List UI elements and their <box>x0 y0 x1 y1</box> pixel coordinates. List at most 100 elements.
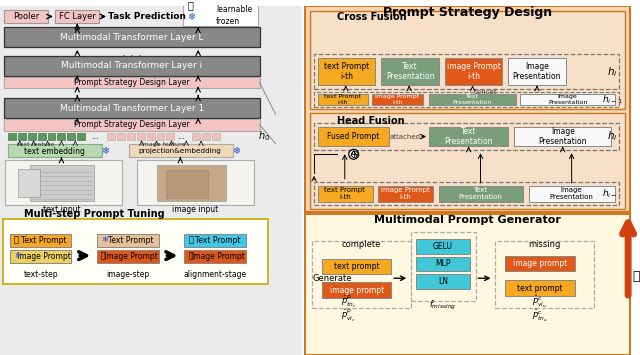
Bar <box>18 133 26 141</box>
Bar <box>0 6 302 355</box>
Text: $h_{i-\cdot}$: $h_{i-\cdot}$ <box>602 187 622 200</box>
Bar <box>416 257 470 271</box>
Bar <box>314 92 619 107</box>
Text: Multimodal Transformer Layer i: Multimodal Transformer Layer i <box>61 61 202 70</box>
Text: image Prompt
i-th: image Prompt i-th <box>447 62 500 81</box>
Text: $\hat{p}^c_{vi_u}$: $\hat{p}^c_{vi_u}$ <box>532 294 547 310</box>
Bar <box>58 133 65 141</box>
Text: FC Layer: FC Layer <box>59 12 96 21</box>
Bar <box>4 27 260 47</box>
Text: ...: ... <box>177 132 185 141</box>
Text: Prompt Strategy Design: Prompt Strategy Design <box>383 6 552 19</box>
Text: Image
Presentation: Image Presentation <box>538 127 587 146</box>
Text: MLP: MLP <box>435 260 451 268</box>
Bar <box>8 144 102 157</box>
Bar <box>38 133 45 141</box>
Text: projection&embedding: projection&embedding <box>139 148 221 154</box>
Text: attached: attached <box>390 133 420 140</box>
Bar <box>371 94 423 105</box>
Bar <box>4 98 260 118</box>
Bar <box>312 241 411 308</box>
Text: frozen: frozen <box>216 17 240 26</box>
Text: ❄: ❄ <box>188 12 195 22</box>
Text: Multimodal Prompt Generator: Multimodal Prompt Generator <box>374 215 561 225</box>
Bar <box>202 133 210 141</box>
Text: $\oplus$: $\oplus$ <box>349 149 359 160</box>
Bar <box>184 250 246 262</box>
Text: $h_i$: $h_i$ <box>607 65 618 78</box>
Text: ❄: ❄ <box>101 235 108 244</box>
Bar <box>3 219 269 284</box>
Text: LN: LN <box>438 277 448 286</box>
Text: Image Prompt: Image Prompt <box>17 252 70 261</box>
Bar <box>147 133 154 141</box>
Text: $\hat{p}^p_{tn_c}$: $\hat{p}^p_{tn_c}$ <box>341 294 356 310</box>
Bar <box>429 94 516 105</box>
Bar <box>157 133 164 141</box>
Text: 🔥: 🔥 <box>14 235 19 244</box>
Bar <box>8 133 16 141</box>
Bar <box>4 77 260 88</box>
Bar <box>47 133 56 141</box>
Bar <box>381 58 439 86</box>
Bar <box>117 133 125 141</box>
Text: Image
Presentation: Image Presentation <box>550 187 593 200</box>
Bar <box>28 133 36 141</box>
Text: Task Prediction: Task Prediction <box>108 12 186 21</box>
Bar <box>10 234 71 247</box>
Bar <box>314 54 619 89</box>
Text: Image
Presentation: Image Presentation <box>513 62 561 81</box>
Text: Multimodal Transformer Layer L: Multimodal Transformer Layer L <box>60 33 204 42</box>
Bar <box>416 239 470 254</box>
Text: 🔥: 🔥 <box>188 235 193 244</box>
Text: text-step: text-step <box>23 270 58 279</box>
Bar <box>4 119 260 131</box>
Bar <box>318 58 376 86</box>
Bar <box>183 5 257 26</box>
Bar <box>314 123 619 150</box>
Text: text feature: text feature <box>17 142 54 147</box>
Bar <box>378 186 433 202</box>
Bar <box>508 58 566 86</box>
Bar <box>97 250 159 262</box>
Text: GELU: GELU <box>433 242 453 251</box>
Text: Fused Prompt: Fused Prompt <box>328 132 380 141</box>
Bar <box>166 170 208 198</box>
Text: text Prompt
i-th: text Prompt i-th <box>324 62 369 81</box>
Text: learnable: learnable <box>216 5 252 14</box>
Bar <box>212 133 220 141</box>
Bar <box>318 94 367 105</box>
Text: 🔥: 🔥 <box>632 270 639 283</box>
Text: $\hat{p}^p_{vi_c}$: $\hat{p}^p_{vi_c}$ <box>341 307 356 324</box>
Bar <box>322 282 391 298</box>
Text: complete: complete <box>342 240 381 249</box>
Bar <box>495 241 595 308</box>
Bar <box>192 133 200 141</box>
Bar <box>166 133 174 141</box>
Text: Head Fusion: Head Fusion <box>337 116 404 126</box>
Text: text prompt: text prompt <box>517 284 563 293</box>
Bar <box>439 186 523 202</box>
Text: image input: image input <box>172 205 218 214</box>
Bar <box>322 258 391 274</box>
Text: Prompt Strategy Design Layer: Prompt Strategy Design Layer <box>74 78 189 87</box>
Text: 🔥: 🔥 <box>188 1 193 11</box>
Text: missing: missing <box>529 240 561 249</box>
Bar <box>184 234 246 247</box>
Text: Prompt Strategy Design Layer: Prompt Strategy Design Layer <box>74 120 189 129</box>
Text: image prompt: image prompt <box>513 259 567 268</box>
Bar <box>305 214 630 355</box>
Bar <box>310 11 625 109</box>
Bar <box>318 186 372 202</box>
Text: ❄: ❄ <box>14 251 21 260</box>
Text: text Prompt
i-th: text Prompt i-th <box>324 94 362 105</box>
Bar <box>4 10 47 23</box>
Text: Text
Presentation: Text Presentation <box>453 94 492 105</box>
Bar <box>127 133 135 141</box>
Text: text embedding: text embedding <box>24 147 85 156</box>
Bar <box>67 133 76 141</box>
Bar <box>514 127 611 146</box>
Bar <box>10 250 71 262</box>
Text: Generate: Generate <box>312 274 351 283</box>
Bar <box>520 94 615 105</box>
